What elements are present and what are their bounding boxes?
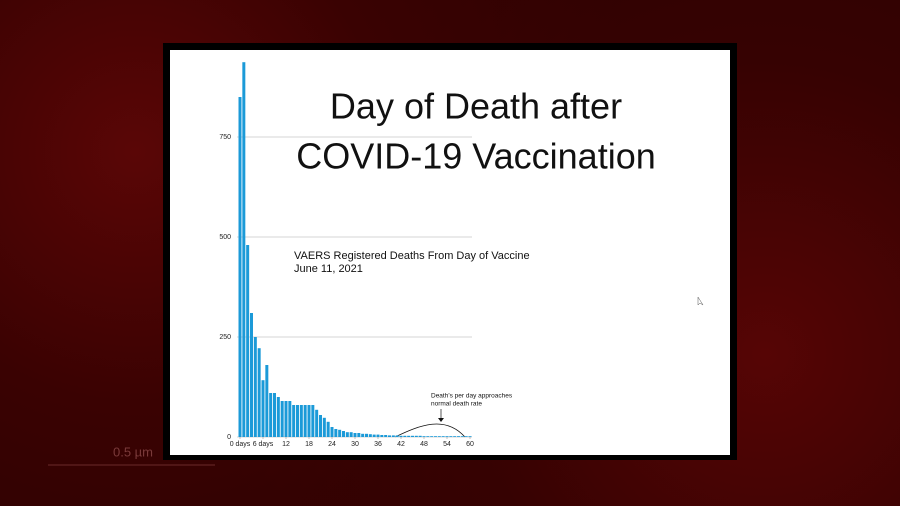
- bar: [261, 380, 265, 437]
- bar: [434, 436, 437, 437]
- bar: [334, 429, 338, 437]
- bar: [330, 427, 334, 437]
- bar: [280, 401, 284, 437]
- x-tick-label: 6 days: [253, 441, 274, 448]
- bar: [422, 436, 426, 437]
- bar: [388, 435, 391, 437]
- bar: [445, 436, 449, 437]
- bar: [426, 436, 430, 437]
- bar: [365, 433, 368, 437]
- bar: [395, 435, 399, 437]
- bar: [468, 436, 472, 437]
- y-tick-label: 500: [219, 234, 231, 241]
- slide-title: COVID-19 Vaccination: [296, 136, 656, 177]
- y-tick-label: 250: [219, 334, 231, 341]
- bar: [303, 405, 307, 437]
- bar: [430, 436, 434, 437]
- annotation: normal death rate: [431, 401, 482, 408]
- x-tick-label: 36: [374, 441, 382, 448]
- bar: [250, 313, 253, 437]
- bar: [319, 415, 322, 437]
- bar: [284, 401, 288, 437]
- bar: [437, 436, 441, 437]
- bar: [460, 436, 464, 437]
- bar: [326, 421, 330, 437]
- bar: [418, 435, 422, 437]
- bar: [265, 365, 269, 437]
- bar: [380, 435, 384, 437]
- bar: [246, 245, 250, 437]
- x-tick-label: 30: [351, 441, 359, 448]
- bar: [407, 435, 411, 437]
- x-tick-label: 54: [443, 441, 451, 448]
- bar: [376, 434, 380, 437]
- bar: [342, 431, 345, 437]
- bar: [288, 401, 292, 437]
- bar: [338, 429, 342, 437]
- bar: [269, 393, 273, 437]
- scale-label: 0.5 µm: [113, 444, 153, 459]
- x-tick-label: 18: [305, 441, 313, 448]
- bar: [311, 405, 315, 437]
- bar: [391, 435, 395, 437]
- bar: [257, 348, 261, 437]
- chart-title: VAERS Registered Deaths From Day of Vacc…: [294, 250, 530, 262]
- bar: [361, 433, 365, 437]
- x-tick-label: 48: [420, 441, 428, 448]
- bar: [453, 436, 457, 437]
- bar: [307, 405, 311, 437]
- annotation: Death's per day approaches: [431, 393, 513, 400]
- bar: [315, 409, 319, 437]
- bar: [403, 435, 407, 437]
- bar: [253, 337, 257, 437]
- cursor: [697, 296, 704, 306]
- bar: [464, 436, 468, 437]
- slide-title: Day of Death after: [330, 86, 622, 127]
- bar: [414, 435, 418, 437]
- bar: [292, 405, 296, 437]
- annotation-arrowhead: [438, 418, 444, 422]
- y-tick-label: 750: [219, 134, 231, 141]
- bar: [399, 435, 403, 437]
- x-tick-label: 0 days: [230, 441, 251, 448]
- bar: [441, 436, 445, 437]
- bar: [372, 434, 376, 437]
- x-tick-label: 12: [282, 441, 290, 448]
- bar: [357, 433, 361, 437]
- bar: [273, 393, 276, 437]
- bar: [457, 436, 460, 437]
- bar: [411, 435, 414, 437]
- bar: [449, 436, 453, 437]
- x-tick-label: 60: [466, 441, 474, 448]
- bar: [349, 432, 353, 437]
- bar: [296, 405, 299, 437]
- bar: [299, 405, 303, 437]
- bar: [384, 435, 388, 437]
- bar: [353, 433, 357, 437]
- y-tick-label: 0: [227, 434, 231, 441]
- chart-subtitle: June 11, 2021: [294, 263, 363, 275]
- bar: [322, 417, 326, 437]
- bar: [368, 434, 372, 437]
- annotation-curve: [394, 423, 466, 438]
- bar: [276, 397, 280, 437]
- x-tick-label: 42: [397, 441, 405, 448]
- bar: [238, 97, 242, 437]
- bar: [345, 432, 349, 437]
- x-tick-label: 24: [328, 441, 336, 448]
- bar: [242, 62, 246, 437]
